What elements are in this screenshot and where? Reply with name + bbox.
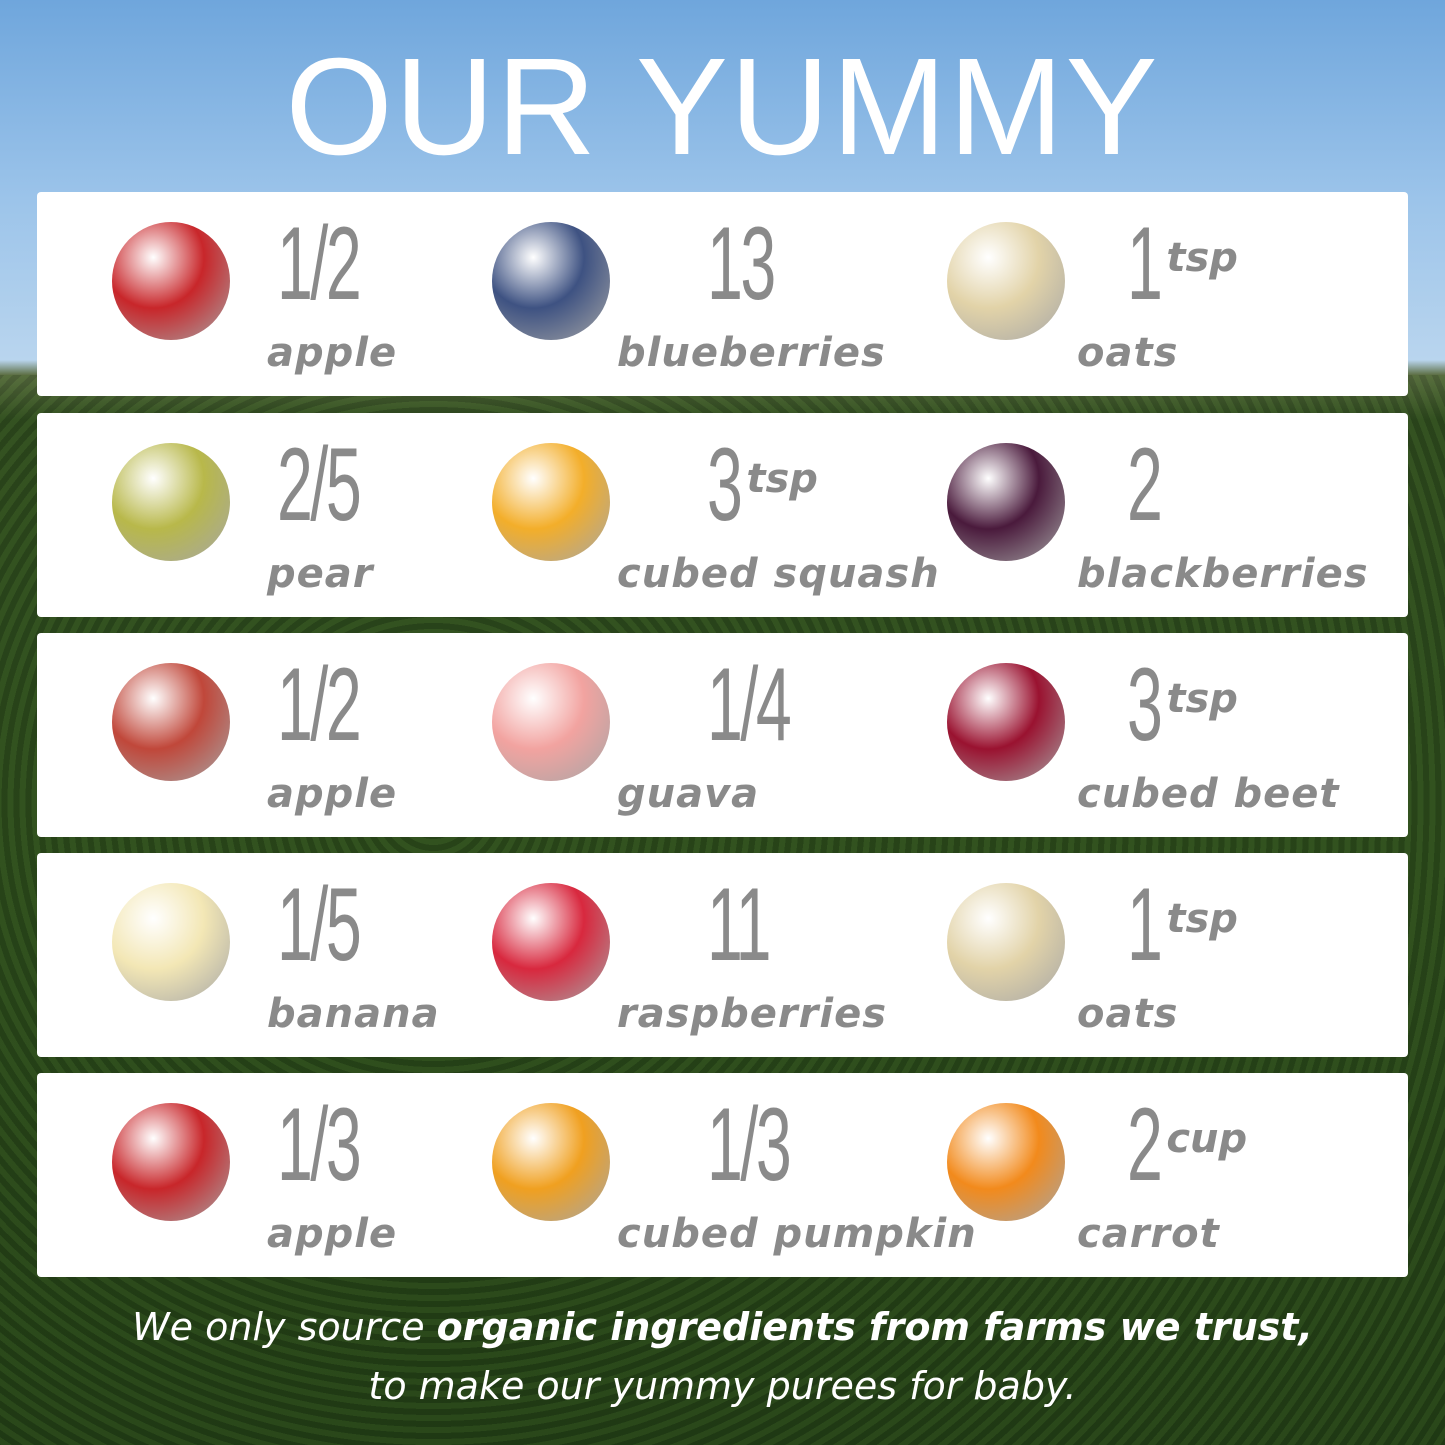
quantity-group: 1 tsp xyxy=(1127,212,1238,316)
recipe-row: 1/3 apple 1/3 cubed pumpkin 2 cup carrot xyxy=(37,1073,1408,1277)
ingredient-name: blackberries xyxy=(1077,551,1369,597)
quantity: 1 xyxy=(1127,867,1163,983)
ingredient-name: carrot xyxy=(1077,1211,1220,1257)
recipe-row: 2/5 pear 3 tsp cubed squash 2 blackberri… xyxy=(37,413,1408,617)
quantity-group: 3 tsp xyxy=(1127,653,1238,757)
unit: cup xyxy=(1166,1116,1248,1162)
ingredient-name: oats xyxy=(1077,330,1179,376)
unit: tsp xyxy=(1166,676,1238,722)
recipe-row: 1/5 banana 11 raspberries 1 tsp oats xyxy=(37,853,1408,1057)
ingredient-name: apple xyxy=(267,1211,398,1257)
quantity-group: 1/3 xyxy=(277,1087,362,1203)
ingredient-name: guava xyxy=(617,771,760,817)
quantity: 1/2 xyxy=(277,206,362,322)
guava-icon xyxy=(492,663,610,781)
apple-icon xyxy=(112,663,230,781)
oats-icon xyxy=(947,222,1065,340)
raspberry-icon xyxy=(492,883,610,1001)
quantity: 3 xyxy=(707,427,743,543)
quantity: 13 xyxy=(707,206,776,322)
squash-icon xyxy=(492,443,610,561)
quantity-group: 1/5 xyxy=(277,867,362,983)
ingredient-item: 13 blueberries xyxy=(477,192,927,396)
apple-icon xyxy=(112,1103,230,1221)
unit: tsp xyxy=(1166,896,1238,942)
quantity-group: 2 xyxy=(1127,427,1163,543)
blackberry-icon xyxy=(947,443,1065,561)
pumpkin-icon xyxy=(492,1103,610,1221)
ingredient-name: cubed pumpkin xyxy=(617,1211,977,1257)
ingredient-item: 1 tsp oats xyxy=(947,853,1407,1057)
footer-regular-text: We only source xyxy=(132,1305,437,1349)
ingredient-item: 2 cup carrot xyxy=(947,1073,1407,1277)
apple-icon xyxy=(112,222,230,340)
ingredient-name: oats xyxy=(1077,991,1179,1037)
ingredient-name: cubed squash xyxy=(617,551,940,597)
ingredient-item: 2/5 pear xyxy=(97,413,547,617)
beet-icon xyxy=(947,663,1065,781)
footer-line-1: We only source organic ingredients from … xyxy=(0,1303,1445,1351)
ingredient-name: apple xyxy=(267,330,398,376)
blueberry-icon xyxy=(492,222,610,340)
ingredient-name: banana xyxy=(267,991,440,1037)
quantity: 1/3 xyxy=(707,1087,792,1203)
quantity-group: 1/4 xyxy=(707,647,792,763)
quantity: 1 xyxy=(1127,206,1163,322)
quantity-group: 3 tsp xyxy=(707,433,818,537)
ingredient-name: pear xyxy=(267,551,374,597)
ingredient-item: 3 tsp cubed squash xyxy=(477,413,939,617)
banana-icon xyxy=(112,883,230,1001)
carrot-icon xyxy=(947,1103,1065,1221)
pear-icon xyxy=(112,443,230,561)
quantity: 2/5 xyxy=(277,427,362,543)
quantity-group: 1/2 xyxy=(277,647,362,763)
quantity: 2 xyxy=(1127,1087,1163,1203)
ingredient-name: raspberries xyxy=(617,991,888,1037)
ingredient-name: blueberries xyxy=(617,330,886,376)
quantity-group: 11 xyxy=(707,867,771,983)
ingredient-item: 2 blackberries xyxy=(947,413,1407,617)
quantity: 3 xyxy=(1127,647,1163,763)
quantity: 1/4 xyxy=(707,647,792,763)
quantity: 1/2 xyxy=(277,647,362,763)
ingredient-item: 1/2 apple xyxy=(97,633,547,837)
unit: tsp xyxy=(1166,235,1238,281)
ingredient-item: 11 raspberries xyxy=(477,853,927,1057)
quantity: 1/3 xyxy=(277,1087,362,1203)
quantity-group: 2 cup xyxy=(1127,1093,1247,1197)
quantity-group: 1/2 xyxy=(277,206,362,322)
ingredient-name: cubed beet xyxy=(1077,771,1340,817)
unit: tsp xyxy=(746,456,818,502)
recipe-row: 1/2 apple 13 blueberries 1 tsp oats xyxy=(37,192,1408,396)
quantity-group: 2/5 xyxy=(277,427,362,543)
quantity-group: 1/3 xyxy=(707,1087,792,1203)
ingredient-item: 1 tsp oats xyxy=(947,192,1407,396)
ingredient-item: 1/2 apple xyxy=(97,192,547,396)
ingredient-item: 1/3 apple xyxy=(97,1073,547,1277)
quantity: 1/5 xyxy=(277,867,362,983)
ingredient-item: 1/5 banana xyxy=(97,853,547,1057)
footer-line-2: to make our yummy purees for baby. xyxy=(368,1364,1077,1408)
quantity-group: 13 xyxy=(707,206,776,322)
quantity: 2 xyxy=(1127,427,1163,543)
ingredient-item: 1/3 cubed pumpkin xyxy=(477,1073,976,1277)
recipe-row: 1/2 apple 1/4 guava 3 tsp cubed beet xyxy=(37,633,1408,837)
quantity-group: 1 tsp xyxy=(1127,873,1238,977)
ingredient-item: 3 tsp cubed beet xyxy=(947,633,1407,837)
ingredient-name: apple xyxy=(267,771,398,817)
oats-icon xyxy=(947,883,1065,1001)
quantity: 11 xyxy=(707,867,771,983)
footer-bold-text: organic ingredients from farms we trust, xyxy=(436,1305,1313,1349)
ingredient-item: 1/4 guava xyxy=(477,633,927,837)
